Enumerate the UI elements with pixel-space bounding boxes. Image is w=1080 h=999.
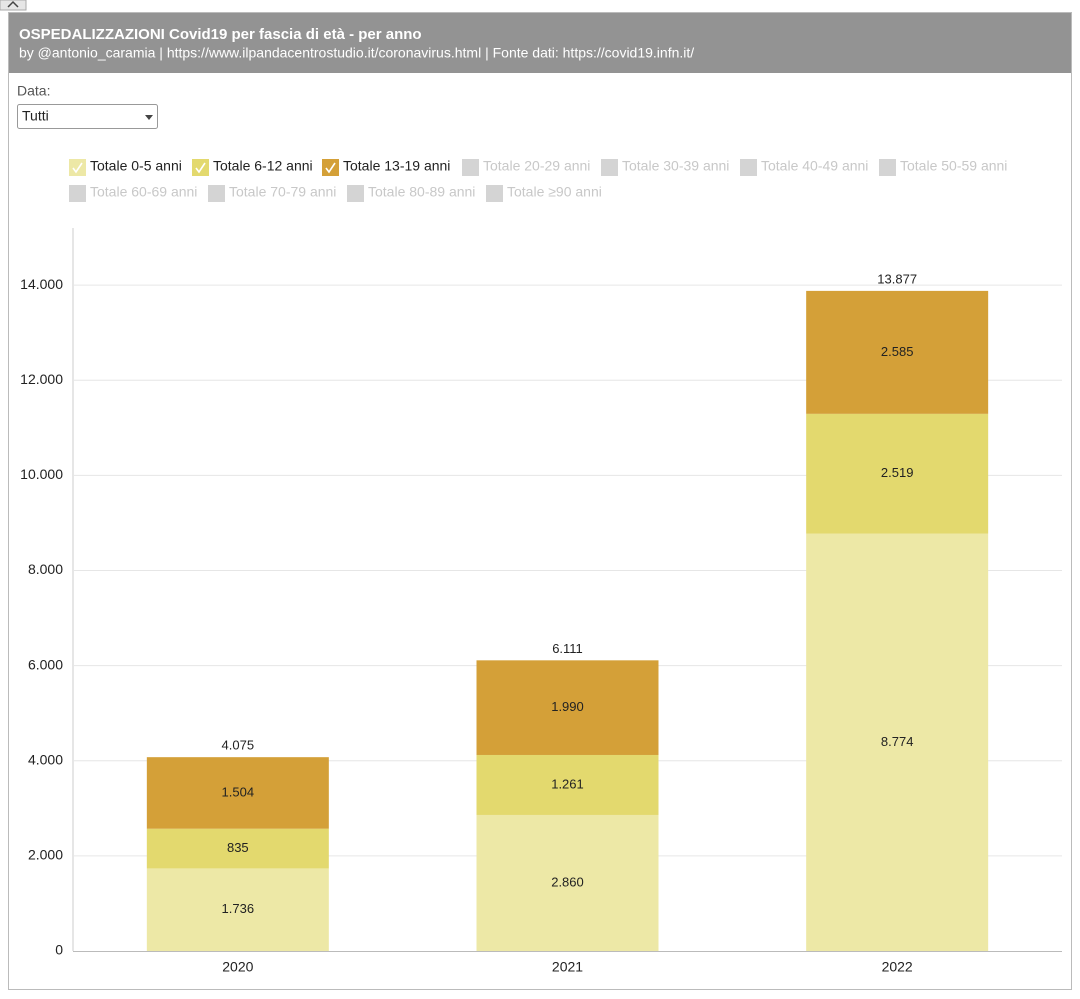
segment-label: 1.736: [222, 901, 255, 916]
legend-label-inactive: Totale 70-79 anni: [229, 184, 336, 200]
collapse-icon: [7, 0, 19, 8]
segment-label: 1.990: [551, 699, 584, 714]
y-tick-label: 12.000: [20, 371, 63, 387]
legend-label: Totale 6-12 anni: [213, 158, 313, 174]
legend-checkbox[interactable]: [601, 159, 618, 176]
x-tick-label: 2022: [882, 959, 913, 975]
header-subtitle: by @antonio_caramia | https://www.ilpand…: [19, 45, 694, 61]
filter-value: Tutti: [22, 108, 49, 124]
total-label: 13.877: [877, 271, 917, 286]
legend-checkbox[interactable]: [208, 185, 225, 202]
y-tick-label: 14.000: [20, 276, 63, 292]
collapse-tab[interactable]: [0, 0, 27, 11]
segment-label: 1.261: [551, 776, 584, 791]
legend-checkbox[interactable]: [740, 159, 757, 176]
legend-label-inactive: Totale 30-39 anni: [622, 158, 729, 174]
legend-check: [325, 162, 336, 174]
segment-label: 8.774: [881, 734, 914, 749]
y-tick-label: 4.000: [28, 751, 63, 767]
segment-label: 2.860: [551, 874, 584, 889]
legend-label-inactive: Totale 80-89 anni: [368, 184, 475, 200]
bar-segment: [806, 413, 989, 534]
legend-checkbox[interactable]: [462, 159, 479, 176]
legend-checkbox[interactable]: [322, 159, 339, 176]
x-tick-label: 2020: [222, 959, 253, 975]
segment-label: 835: [227, 840, 249, 855]
legend-label-inactive: Totale 20-29 anni: [483, 158, 590, 174]
total-label: 4.075: [222, 738, 255, 753]
bar-segment: [806, 290, 989, 414]
legend-checkbox[interactable]: [347, 185, 364, 202]
header-title: OSPEDALIZZAZIONI Covid19 per fascia di e…: [19, 26, 422, 43]
y-tick-label: 8.000: [28, 561, 63, 577]
bar-segment: [806, 533, 989, 951]
legend-checkbox[interactable]: [486, 185, 503, 202]
segment-label: 1.504: [222, 784, 255, 799]
bar-segment: [146, 757, 329, 829]
segment-label: 2.519: [881, 465, 914, 480]
total-label: 6.111: [552, 641, 583, 656]
legend-label: Totale 13-19 anni: [343, 158, 450, 174]
legend-checkbox[interactable]: [192, 159, 209, 176]
bar-segment: [476, 660, 659, 755]
y-tick-label: 10.000: [20, 466, 63, 482]
bar-segment: [476, 754, 659, 815]
legend-checkbox[interactable]: [879, 159, 896, 176]
y-tick-label: 6.000: [28, 656, 63, 672]
x-tick-label: 2021: [552, 959, 583, 975]
y-tick-label: 0: [55, 942, 63, 958]
legend-check: [72, 162, 83, 174]
bar-segment: [476, 814, 659, 951]
y-tick-label: 2.000: [28, 847, 63, 863]
filter-select[interactable]: [17, 104, 158, 129]
bar-segment: [146, 828, 329, 869]
legend-label-inactive: Totale ≥90 anni: [507, 184, 602, 200]
select-arrow: [145, 115, 153, 120]
bar-segment: [146, 868, 329, 951]
legend-label-inactive: Totale 50-59 anni: [900, 158, 1007, 174]
legend-label-inactive: Totale 40-49 anni: [761, 158, 868, 174]
legend-check: [195, 162, 206, 174]
legend-checkbox[interactable]: [69, 159, 86, 176]
segment-label: 2.585: [881, 344, 914, 359]
filter-label: Data:: [17, 83, 50, 99]
legend-label-inactive: Totale 60-69 anni: [90, 184, 197, 200]
legend-label: Totale 0-5 anni: [90, 158, 182, 174]
legend-checkbox[interactable]: [69, 185, 86, 202]
header-bar: [9, 13, 1071, 73]
